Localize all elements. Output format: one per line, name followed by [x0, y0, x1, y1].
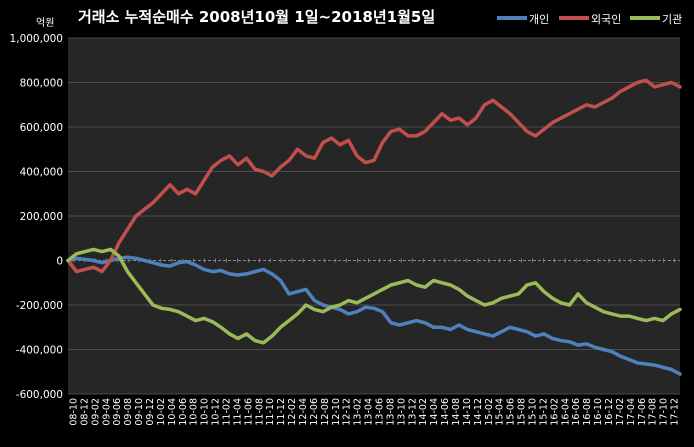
x-tick-label: 11-12 [276, 398, 287, 426]
x-tick-label: 09-12 [145, 398, 156, 426]
y-tick-label: -600,000 [16, 389, 63, 401]
x-tick-label: 12-12 [342, 398, 353, 426]
x-tick-label: 14-08 [451, 398, 462, 426]
legend-label-foreign: 외국인 [591, 13, 621, 26]
chart-title: 거래소 누적순매수 2008년10월 1일~2018년1월5일 [78, 8, 435, 26]
x-tick-label: 09-08 [123, 398, 134, 426]
x-tick-label: 09-10 [134, 398, 145, 426]
legend-label-institution: 기관 [662, 13, 682, 26]
y-tick-label: 1,000,000 [10, 33, 63, 45]
x-tick-label: 14-06 [440, 398, 451, 426]
y-axis-label: 억원 [36, 17, 54, 29]
x-tick-label: 09-06 [112, 398, 123, 426]
x-tick-label: 13-02 [353, 398, 364, 426]
x-tick-label: 15-06 [506, 398, 517, 426]
y-tick-label: 200,000 [20, 211, 63, 223]
x-tick-label: 12-08 [320, 398, 331, 426]
x-tick-label: 11-04 [232, 398, 243, 426]
x-tick-label: 15-02 [484, 398, 495, 426]
series-line-institution [66, 247, 682, 345]
x-tick-label: 17-08 [648, 398, 659, 426]
x-tick-label: 17-02 [615, 398, 626, 426]
y-tick-label: 0 [56, 256, 63, 268]
x-tick-label: 12-10 [331, 398, 342, 426]
series-line-individual [66, 255, 682, 376]
x-tick-label: 11-08 [254, 398, 265, 426]
x-tick-label: 13-10 [396, 398, 407, 426]
x-tick-label: 10-04 [167, 398, 178, 426]
x-tick-label: 16-06 [571, 398, 582, 426]
x-tick-label: 17-06 [637, 398, 648, 426]
y-tick-label: -400,000 [16, 345, 63, 357]
legend-label-individual: 개인 [529, 13, 549, 26]
x-tick-label: 17-12 [670, 398, 681, 426]
x-tick-label: 15-12 [538, 398, 549, 426]
series-line-foreign [66, 78, 682, 274]
x-tick-label: 17-04 [626, 398, 637, 426]
x-tick-label: 14-10 [462, 398, 473, 426]
x-tick-label: 14-02 [418, 398, 429, 426]
x-tick-label: 15-04 [495, 398, 506, 426]
y-tick-label: 800,000 [20, 78, 63, 90]
x-tick-label: 10-10 [200, 398, 211, 426]
x-tick-label: 10-06 [178, 398, 189, 426]
legend: 개인 외국인 기관 [497, 13, 682, 26]
x-tick-label: 13-06 [374, 398, 385, 426]
y-axis-ticks: -600,000 -400,000 -200,000 0 200,000 400,000 6… [10, 33, 63, 401]
x-tick-label: 11-10 [265, 398, 276, 426]
x-tick-label: 09-04 [101, 398, 112, 426]
x-tick-label: 14-04 [429, 398, 440, 426]
x-tick-label: 11-06 [243, 398, 254, 426]
y-tick-label: 600,000 [20, 122, 63, 134]
x-tick-label: 16-02 [549, 398, 560, 426]
y-tick-label: 400,000 [20, 167, 63, 179]
x-tick-label: 16-10 [593, 398, 604, 426]
x-tick-label: 15-08 [517, 398, 528, 426]
y-tick-label: -200,000 [16, 300, 63, 312]
x-tick-label: 15-10 [527, 398, 538, 426]
x-tick-label: 10-12 [211, 398, 222, 426]
series-lines [66, 78, 682, 376]
x-tick-label: 12-06 [309, 398, 320, 426]
x-tick-label: 13-08 [385, 398, 396, 426]
x-tick-label: 17-10 [659, 398, 670, 426]
x-tick-label: 13-04 [364, 398, 375, 426]
x-tick-label: 14-12 [473, 398, 484, 426]
x-tick-label: 16-12 [604, 398, 615, 426]
x-tick-label: 10-08 [189, 398, 200, 426]
x-tick-label: 09-02 [90, 398, 101, 426]
x-tick-label: 12-04 [298, 398, 309, 426]
gridlines [68, 37, 680, 395]
x-tick-label: 08-12 [79, 398, 90, 426]
x-tick-label: 16-08 [582, 398, 593, 426]
x-axis-ticks: 08-10 08-12 09-02 09-04 09-06 09-08 09-10 09-12… [68, 258, 681, 426]
x-tick-label: 10-02 [156, 398, 167, 426]
x-tick-label: 11-02 [221, 398, 232, 426]
x-tick-label: 13-12 [407, 398, 418, 426]
x-tick-label: 16-04 [560, 398, 571, 426]
x-tick-label: 12-02 [287, 398, 298, 426]
x-tick-label: 08-10 [68, 398, 79, 426]
